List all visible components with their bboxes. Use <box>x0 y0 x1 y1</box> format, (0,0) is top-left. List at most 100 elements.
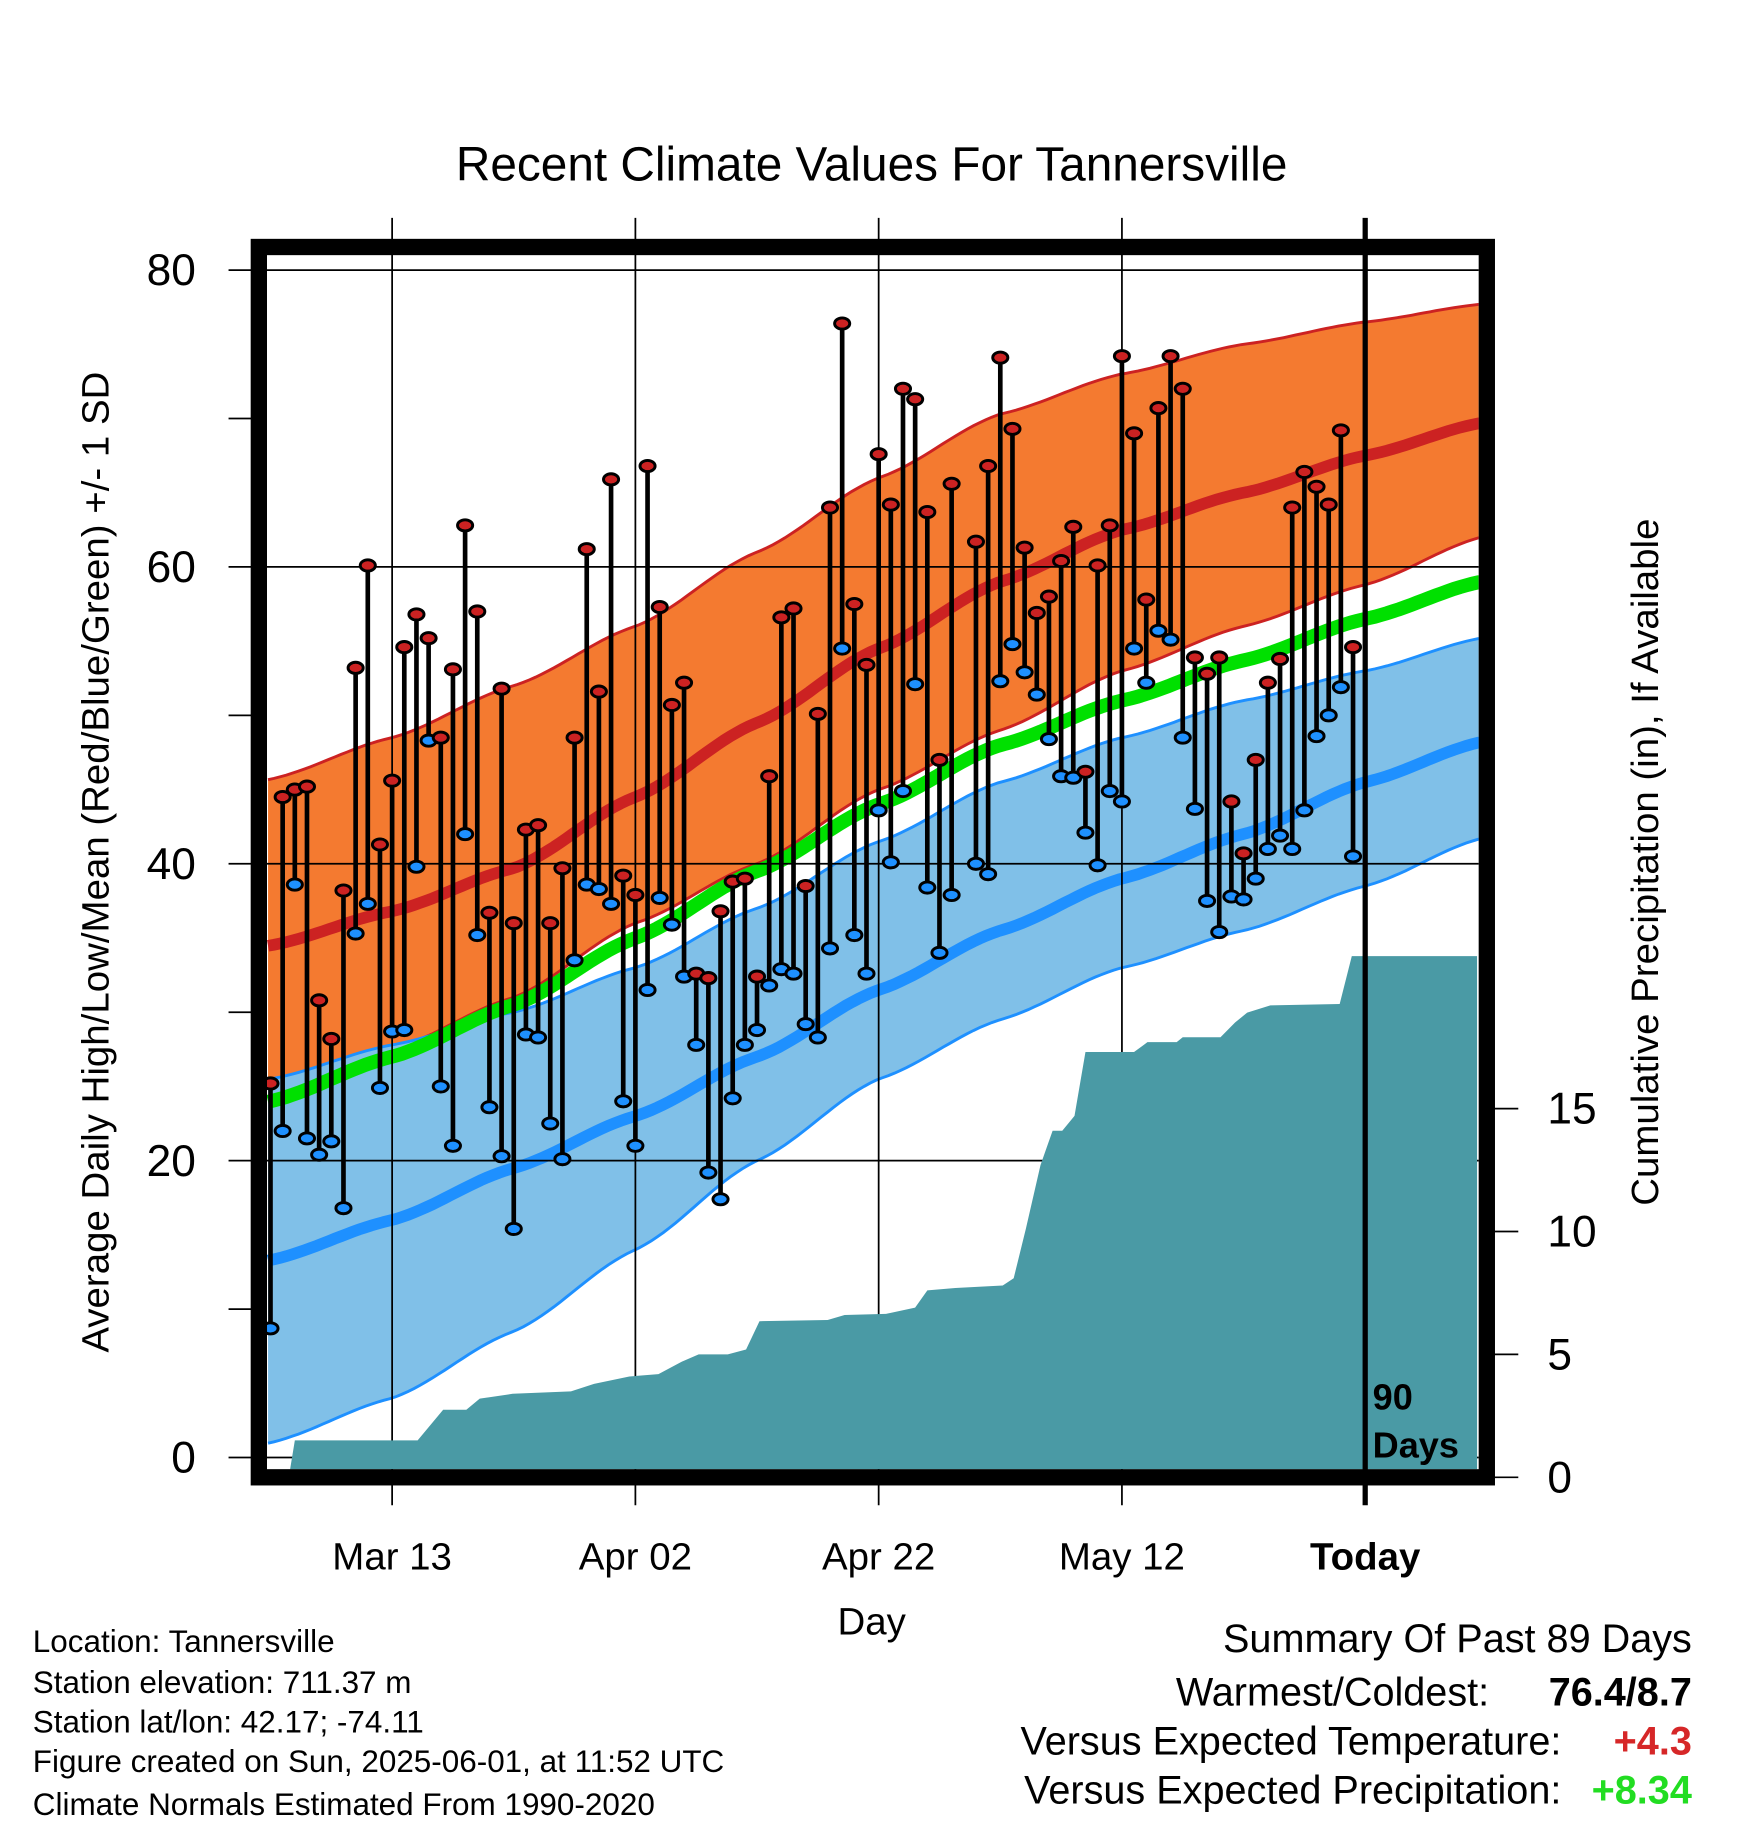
daily-low-point <box>553 1152 572 1167</box>
daily-low-point <box>407 859 426 874</box>
daily-low-point <box>820 941 840 956</box>
daily-low-point <box>918 880 937 895</box>
daily-low-point <box>869 803 888 818</box>
daily-low-point <box>808 1030 827 1045</box>
daily-low-point <box>906 677 925 692</box>
daily-high-point <box>845 596 864 612</box>
daily-low-point <box>711 1192 730 1207</box>
daily-high-point <box>1222 794 1241 809</box>
daily-high-point <box>1076 764 1095 779</box>
low-sd-band <box>268 638 1479 1444</box>
daily-low-point <box>662 917 681 932</box>
daily-low-point <box>1039 732 1058 747</box>
daily-low-point <box>334 1201 353 1216</box>
summary-panel: Summary Of Past 89 Days Warmest/Coldest:… <box>1020 1617 1691 1812</box>
x-tick-label: Today <box>1310 1535 1421 1578</box>
daily-low-point <box>650 890 669 905</box>
daily-high-point <box>857 657 876 672</box>
daily-high-point <box>1173 381 1192 396</box>
daily-high-point <box>395 640 414 655</box>
daily-low-point <box>1125 641 1144 656</box>
daily-low-point <box>735 1037 754 1052</box>
daily-low-point <box>1271 828 1290 843</box>
daily-low-point <box>1137 675 1156 690</box>
daily-low-point <box>1331 680 1350 695</box>
daily-high-point <box>1283 500 1302 515</box>
daily-low-point <box>541 1116 560 1131</box>
daily-high-point <box>1319 497 1338 512</box>
daily-high-point <box>273 789 292 805</box>
high-upper-edge <box>267 302 1479 782</box>
daily-high-point <box>833 316 852 331</box>
today-days-number: 90 <box>1373 1377 1413 1418</box>
daily-low-point <box>1307 729 1326 744</box>
daily-high-point <box>1331 423 1350 438</box>
daily-high-point <box>310 993 329 1008</box>
daily-low-point <box>881 855 900 870</box>
daily-low-point <box>942 887 961 903</box>
x-axis-label: Day <box>837 1601 906 1644</box>
daily-high-point <box>991 350 1010 365</box>
daily-high-point <box>346 660 365 675</box>
daily-low-point <box>322 1134 341 1149</box>
daily-high-point <box>1088 558 1107 573</box>
daily-high-point <box>1295 464 1314 479</box>
daily-low-point <box>1161 632 1180 647</box>
y-tick-label: 60 <box>147 543 196 592</box>
daily-low-point <box>370 1080 389 1095</box>
daily-low-point <box>1173 730 1192 745</box>
daily-high-point <box>675 675 694 690</box>
daily-high-point <box>711 904 730 919</box>
daily-high-point <box>602 472 621 487</box>
x-tick-label: Mar 13 <box>332 1535 452 1578</box>
daily-low-point <box>1015 665 1034 680</box>
station-info: Location: Tannersville Station elevation… <box>33 1624 724 1822</box>
daily-low-point <box>1319 708 1338 723</box>
daily-high-point <box>808 706 827 721</box>
daily-high-point <box>504 916 523 931</box>
daily-high-point <box>893 381 913 396</box>
daily-high-point <box>407 607 426 622</box>
precip-area-group <box>290 956 1478 1470</box>
daily-high-point <box>1125 426 1144 441</box>
daily-low-point <box>1344 849 1363 864</box>
daily-high-point <box>1064 519 1083 534</box>
daily-high-point <box>1161 349 1180 364</box>
daily-high-point <box>419 631 438 646</box>
daily-high-point <box>334 883 353 898</box>
daily-high-point <box>881 497 900 512</box>
daily-high-point <box>942 476 961 491</box>
x-tick-label: May 12 <box>1059 1535 1185 1578</box>
daily-high-point <box>1234 846 1253 861</box>
daily-low-point <box>1088 858 1107 873</box>
daily-low-point <box>565 953 584 968</box>
daily-low-point <box>1100 784 1119 799</box>
daily-high-point <box>747 969 767 984</box>
daily-low-point <box>845 927 864 943</box>
daily-high-point <box>553 861 572 876</box>
y2-tick-label: 15 <box>1547 1085 1596 1134</box>
temp-anomaly-label: Versus Expected Temperature: <box>1020 1720 1561 1764</box>
daily-low-point <box>1198 893 1217 908</box>
daily-low-point <box>638 982 657 997</box>
daily-low-point <box>285 877 304 892</box>
daily-high-point <box>979 458 998 474</box>
daily-high-point <box>1246 752 1265 767</box>
daily-high-point <box>662 697 681 713</box>
daily-low-point <box>687 1037 706 1052</box>
x-tick-label: Apr 22 <box>822 1535 935 1578</box>
daily-low-point <box>614 1094 633 1109</box>
daily-high-point <box>918 504 937 520</box>
daily-low-point <box>1027 687 1046 702</box>
daily-high-point <box>1271 651 1290 667</box>
daily-low-point <box>310 1147 329 1162</box>
daily-high-point <box>638 458 657 474</box>
daily-high-point <box>383 773 402 788</box>
daily-high-point <box>784 601 803 616</box>
daily-high-point <box>699 971 718 986</box>
y-tick-label: 0 <box>171 1434 196 1483</box>
daily-high-point <box>1003 421 1022 436</box>
daily-low-point <box>966 856 985 871</box>
daily-low-point <box>784 966 803 981</box>
daily-high-point <box>468 604 487 619</box>
